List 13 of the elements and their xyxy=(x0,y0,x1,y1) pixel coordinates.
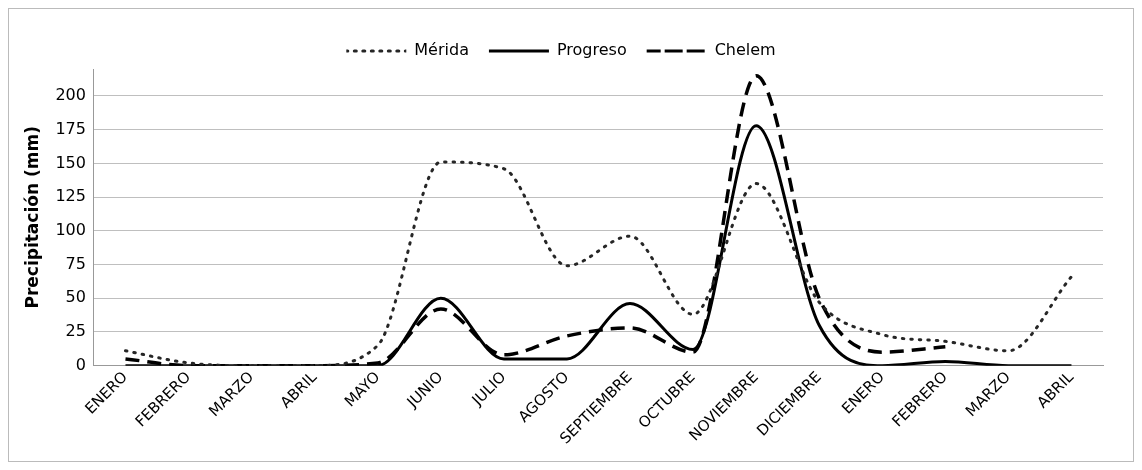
y-tick-label: 200 xyxy=(55,85,86,105)
y-tick-label: 100 xyxy=(55,219,86,239)
y-tick-label: 0 xyxy=(75,354,86,374)
y-tick-label: 75 xyxy=(65,253,86,273)
legend-label: Mérida xyxy=(414,40,469,60)
legend-label: Chelem xyxy=(714,40,776,60)
y-tick-label: 25 xyxy=(65,321,86,341)
y-tick-label: 150 xyxy=(55,152,86,172)
y-tick-label: 50 xyxy=(65,287,86,307)
y-tick-label: 175 xyxy=(55,118,86,138)
legend-label: Progreso xyxy=(556,40,627,60)
y-axis-title: Precipitación (mm) xyxy=(21,126,42,309)
y-tick-label: 125 xyxy=(55,186,86,206)
